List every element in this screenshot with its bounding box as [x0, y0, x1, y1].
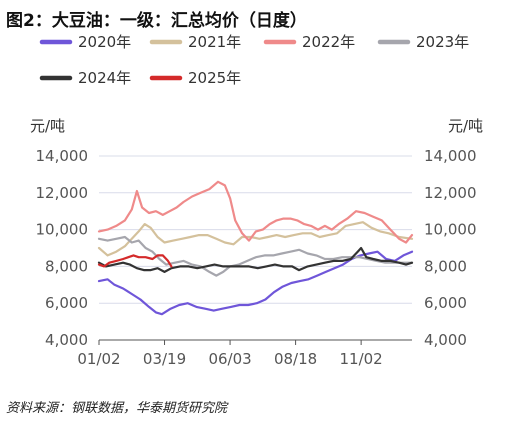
legend-item-2022年: 2022年: [263, 33, 355, 51]
source-note: 资料来源：钢联数据，华泰期货研究院: [6, 400, 229, 416]
series-line-2023年: [97, 235, 414, 277]
y-tick-label-right: 14,000: [424, 147, 477, 165]
chart-title: 图2：大豆油：一级：汇总均价（日度）: [6, 10, 307, 31]
series-line-2022年: [97, 180, 414, 244]
x-tick-label: 01/02: [77, 350, 120, 368]
y-tick-label-left: 14,000: [36, 147, 89, 165]
legend-label: 2025年: [188, 69, 241, 87]
x-tick-label: 06/03: [208, 350, 251, 368]
y-axis-left: 4,000 6,000 8,000 10,000 12,000 14,000: [36, 147, 89, 349]
y-tick-label-left: 6,000: [45, 294, 88, 312]
y-tick-label-left: 10,000: [36, 221, 89, 239]
y-tick-label-right: 4,000: [424, 331, 467, 349]
legend-label: 2023年: [416, 33, 469, 51]
series-line-2025年: [97, 254, 173, 268]
legend-label: 2022年: [302, 33, 355, 51]
legend-item-2025年: 2025年: [149, 69, 241, 87]
legend-label: 2021年: [188, 33, 241, 51]
x-tick-label: 08/18: [274, 350, 317, 368]
series-line-2021年: [97, 221, 414, 257]
legend: 2020年 2021年 2022年 2023年 2024年 2025年: [39, 33, 469, 87]
series-line-2020年: [97, 250, 414, 316]
x-tick-label: 11/02: [340, 350, 383, 368]
legend-item-2020年: 2020年: [39, 33, 131, 51]
legend-item-2021年: 2021年: [149, 33, 241, 51]
series-line-2024年: [97, 246, 414, 273]
legend-item-2023年: 2023年: [377, 33, 469, 51]
legend-label: 2020年: [78, 33, 131, 51]
y-tick-label-right: 10,000: [424, 221, 477, 239]
y-axis-right-unit: 元/吨: [448, 117, 483, 135]
y-tick-label-right: 6,000: [424, 294, 467, 312]
y-axis-left-unit: 元/吨: [30, 117, 65, 135]
y-tick-label-right: 8,000: [424, 257, 467, 275]
y-tick-label-left: 4,000: [45, 331, 88, 349]
x-tick-label: 03/19: [143, 350, 186, 368]
x-axis: 01/02 03/19 06/03 08/18 11/02: [77, 340, 383, 368]
legend-item-2024年: 2024年: [39, 69, 131, 87]
y-tick-label-left: 12,000: [36, 184, 89, 202]
series-lines: [97, 180, 414, 316]
legend-label: 2024年: [78, 69, 131, 87]
y-axis-right: 4,000 6,000 8,000 10,000 12,000 14,000: [424, 147, 477, 349]
y-tick-label-right: 12,000: [424, 184, 477, 202]
y-tick-label-left: 8,000: [45, 257, 88, 275]
gridlines: [99, 155, 412, 304]
